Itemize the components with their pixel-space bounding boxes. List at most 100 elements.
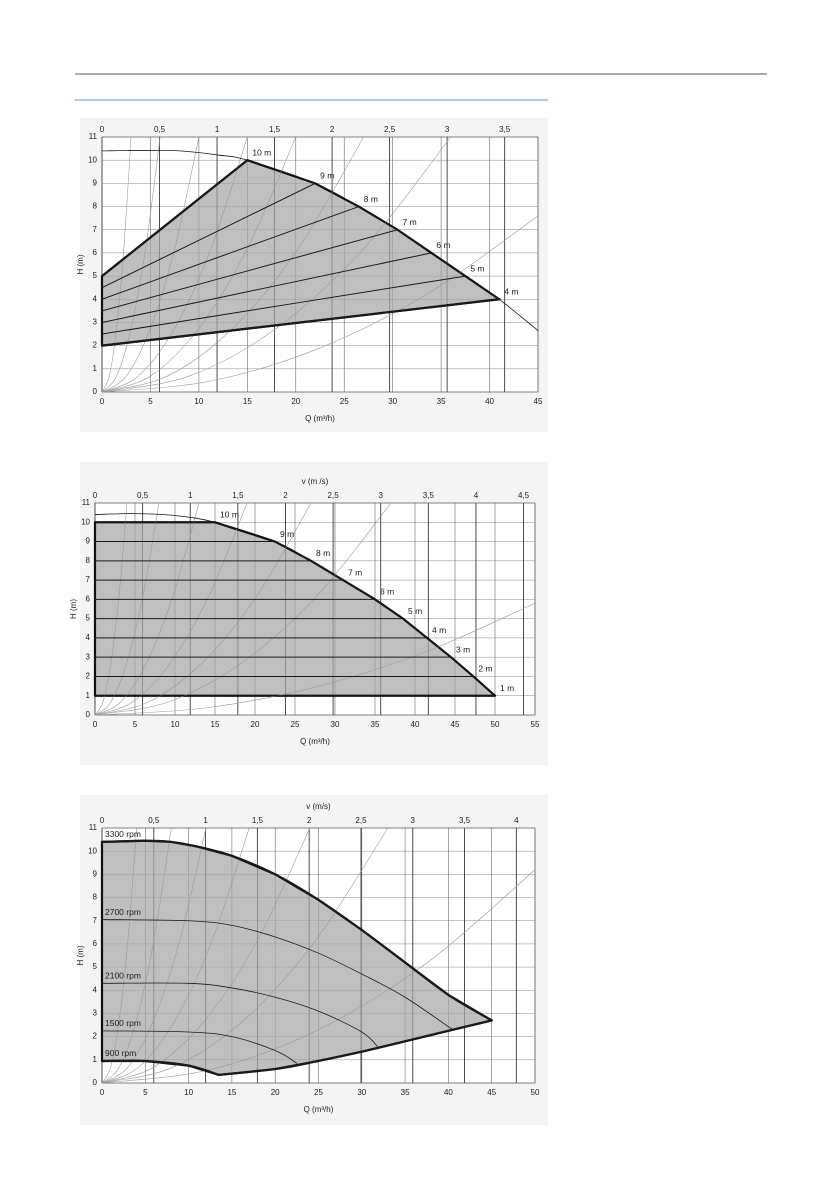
system-curve — [94, 502, 200, 716]
x2-tick-label: 3,5 — [459, 816, 471, 825]
y-tick-label: 3 — [93, 318, 98, 327]
y-tick-label: 2 — [93, 341, 98, 350]
x-tick-label: 40 — [444, 1088, 453, 1097]
x-tick-label: 25 — [314, 1088, 323, 1097]
system-curve — [101, 827, 250, 1084]
x-axis-label: Q (m³/h) — [304, 1105, 334, 1114]
pump-curve — [100, 159, 249, 278]
system-curve — [101, 827, 207, 1084]
system-curve — [94, 502, 248, 716]
system-curve — [101, 136, 452, 393]
x-tick-label: 25 — [340, 397, 349, 406]
x2-tick-label: 4 — [474, 491, 479, 500]
y-tick-label: 0 — [93, 1078, 98, 1087]
x2-tick-label: 0,5 — [154, 125, 166, 134]
y-tick-label: 8 — [93, 893, 98, 902]
x-tick-label: 50 — [531, 1088, 540, 1097]
x2-tick-label: 0,5 — [148, 816, 160, 825]
curve-label: 7 m — [348, 567, 362, 577]
y-tick-label: 3 — [93, 1009, 98, 1018]
curve-label: 1500 rpm — [105, 1018, 141, 1028]
x-tick-label: 45 — [534, 397, 543, 406]
curve-label: 3 m — [456, 644, 470, 654]
y-tick-label: 6 — [86, 594, 91, 603]
x2-tick-label: 1 — [215, 125, 220, 134]
y-tick-label: 2 — [93, 1032, 98, 1041]
y-tick-label: 6 — [93, 939, 98, 948]
y-tick-label: 3 — [86, 652, 91, 661]
x2-tick-label: 3 — [445, 125, 450, 134]
curve-label: 6 m — [436, 240, 450, 250]
x2-tick-label: 4,5 — [518, 491, 530, 500]
y-tick-label: 7 — [86, 575, 91, 584]
pump-curve — [101, 206, 360, 300]
curve-label: 9 m — [280, 529, 294, 539]
x-tick-label: 0 — [100, 397, 105, 406]
pump-curve — [101, 919, 454, 1031]
x-tick-label: 10 — [194, 397, 203, 406]
system-curve — [101, 827, 389, 1084]
x-tick-label: 5 — [148, 397, 153, 406]
y-tick-label: 11 — [82, 498, 91, 507]
pump-curve — [100, 298, 501, 347]
y-tick-label: 8 — [93, 202, 98, 211]
x-tick-label: 40 — [485, 397, 494, 406]
y-tick-label: 8 — [86, 556, 91, 565]
x2-tick-label: 0 — [100, 125, 105, 134]
system-curve — [101, 827, 172, 1084]
x2-tick-label: 0 — [100, 816, 105, 825]
plot-frame — [101, 136, 539, 393]
curve-label: 2 m — [478, 664, 492, 674]
x-tick-label: 10 — [184, 1088, 193, 1097]
curve-label: 8 m — [316, 548, 330, 558]
pump-curve — [101, 275, 466, 335]
curve-label: 10 m — [220, 510, 239, 520]
y-tick-label: 1 — [93, 364, 98, 373]
curve-label: 4 m — [504, 287, 518, 297]
x2-tick-label: 1 — [203, 816, 208, 825]
system-curve — [101, 136, 132, 393]
x-tick-label: 20 — [291, 397, 300, 406]
x-tick-label: 15 — [227, 1088, 236, 1097]
x2-tick-label: 3 — [378, 491, 383, 500]
x-tick-label: 45 — [487, 1088, 496, 1097]
pump-curve — [101, 982, 380, 1049]
curve-label: 1 m — [500, 683, 514, 693]
y-tick-label: 4 — [93, 985, 98, 994]
curve-label: 2100 rpm — [105, 971, 141, 981]
system-curve — [94, 602, 536, 716]
pump-curve — [101, 149, 539, 331]
y-tick-label: 1 — [86, 691, 91, 700]
system-curve — [101, 827, 137, 1084]
x2-tick-label: 0 — [93, 491, 98, 500]
y-tick-label: 0 — [86, 710, 91, 719]
curve-label: 5 m — [470, 263, 484, 273]
x-tick-label: 5 — [143, 1088, 148, 1097]
pump-curve — [101, 1030, 298, 1064]
y-tick-label: 10 — [88, 846, 97, 855]
pump-curve — [101, 252, 432, 323]
x2-tick-label: 2,5 — [384, 125, 396, 134]
x2-tick-label: 2 — [307, 816, 312, 825]
curve-label: 7 m — [403, 217, 417, 227]
curve-label: 8 m — [364, 194, 378, 204]
curve-label: 9 m — [320, 171, 334, 181]
x2-tick-label: 0,5 — [137, 491, 149, 500]
y-tick-label: 5 — [93, 962, 98, 971]
x-axis-label: Q (m³/h) — [305, 414, 335, 423]
x2-tick-label: 2,5 — [328, 491, 340, 500]
pump-curve — [100, 839, 493, 1022]
x-tick-label: 35 — [371, 720, 380, 729]
y-tick-label: 4 — [93, 294, 98, 303]
curve-label: 10 m — [252, 147, 271, 157]
y-tick-label: 11 — [89, 132, 98, 141]
system-curve — [94, 502, 312, 716]
x-tick-label: 35 — [401, 1088, 410, 1097]
system-curve — [94, 502, 160, 716]
x2-tick-label: 1,5 — [232, 491, 244, 500]
x-tick-label: 15 — [211, 720, 220, 729]
system-curve — [101, 136, 297, 393]
x-tick-label: 20 — [271, 1088, 280, 1097]
x2-tick-label: 1,5 — [269, 125, 281, 134]
x-axis-label: Q (m³/h) — [300, 737, 330, 746]
